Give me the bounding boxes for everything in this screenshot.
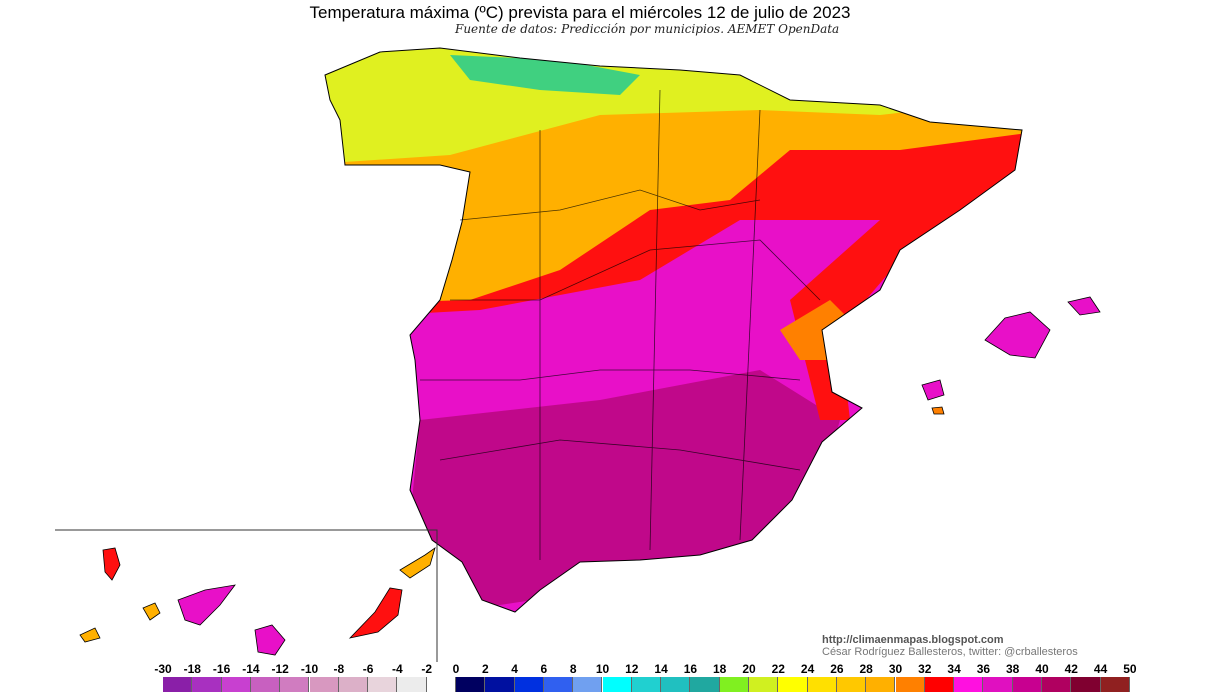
legend-swatch — [397, 677, 427, 692]
legend-label: 6 — [540, 662, 548, 676]
legend-swatch — [954, 677, 984, 692]
legend-label: 24 — [800, 662, 815, 676]
legend-label: 12 — [625, 662, 639, 676]
canary-inset-frame — [55, 529, 438, 662]
legend-swatch — [778, 677, 808, 692]
legend-swatch — [719, 677, 749, 692]
legend-swatch — [514, 677, 544, 692]
legend-label: -8 — [333, 662, 345, 676]
legend-swatch — [983, 677, 1013, 692]
legend-label: 44 — [1093, 662, 1108, 676]
legend-swatch — [749, 677, 779, 692]
legend-label: -12 — [271, 662, 289, 676]
map-subtitle: Fuente de datos: Predicción por municipi… — [455, 22, 840, 36]
legend-label: 2 — [481, 662, 489, 676]
legend-label: -14 — [242, 662, 260, 676]
credits: http://climaenmapas.blogspot.com César R… — [822, 634, 1078, 658]
legend-label: 0 — [452, 662, 460, 676]
author-credit: César Rodríguez Ballesteros, twitter: @c… — [822, 646, 1078, 658]
legend-swatch — [690, 677, 720, 692]
legend-label: 8 — [569, 662, 577, 676]
legend-swatch — [338, 677, 369, 692]
province-borders — [420, 89, 821, 560]
legend-label: 10 — [595, 662, 610, 676]
legend-label: -2 — [421, 662, 433, 676]
legend-swatch — [426, 677, 456, 692]
legend-label: 16 — [683, 662, 698, 676]
legend-swatch — [163, 677, 193, 692]
legend-label: 4 — [511, 662, 518, 676]
legend-swatch — [807, 677, 837, 692]
legend-label: 38 — [1006, 662, 1020, 676]
legend-label: -18 — [183, 662, 201, 676]
legend-swatch — [368, 677, 398, 692]
legend-label: 42 — [1064, 662, 1078, 676]
legend-swatch — [1100, 677, 1130, 692]
legend-label: 18 — [713, 662, 727, 676]
legend-label: 28 — [859, 662, 873, 676]
legend-label: 30 — [888, 662, 903, 676]
legend-swatch — [1042, 677, 1072, 692]
legend-label: -16 — [212, 662, 231, 676]
legend-label: 50 — [1123, 662, 1137, 676]
legend-swatch — [661, 677, 691, 692]
canary-islands — [79, 547, 436, 656]
legend-swatch — [192, 677, 222, 692]
map-title: Temperatura máxima (ºC) prevista para el… — [309, 3, 851, 22]
legend-swatch — [602, 677, 632, 692]
legend-swatch — [221, 677, 251, 692]
legend-swatch — [309, 677, 339, 692]
legend-label: 40 — [1035, 662, 1049, 676]
legend-label: -4 — [392, 662, 403, 676]
legend-label: 26 — [830, 662, 844, 676]
legend-label: 14 — [654, 662, 668, 676]
legend-swatch — [866, 677, 896, 692]
legend-swatch — [631, 677, 662, 692]
legend-swatch — [543, 677, 574, 692]
blog-url: http://climaenmapas.blogspot.com — [822, 634, 1004, 646]
legend-swatch — [485, 677, 515, 692]
legend-swatch — [1071, 677, 1101, 692]
legend-swatch — [573, 677, 603, 692]
legend-label: 36 — [976, 662, 991, 676]
legend-swatch — [1012, 677, 1042, 692]
legend-swatch — [836, 677, 867, 692]
legend-label: 22 — [771, 662, 785, 676]
legend-swatch — [895, 677, 925, 692]
legend-label: 34 — [947, 662, 961, 676]
peninsula-outline — [324, 47, 1023, 613]
legend-swatch — [250, 677, 281, 692]
legend-swatch — [280, 677, 310, 692]
legend-label: -10 — [300, 662, 319, 676]
legend-label: -30 — [154, 662, 172, 676]
legend-swatch — [456, 677, 486, 692]
legend-label: 20 — [742, 662, 756, 676]
color-legend: -30 -18 -16 -14 -12 -10 -8 -6 -4 -2 0 2 4 6 8 10 12 14 16 1… — [150, 662, 1150, 692]
legend-swatch — [924, 677, 955, 692]
legend-label: 32 — [918, 662, 932, 676]
peninsula — [325, 48, 1022, 612]
balearic-islands — [921, 296, 1101, 415]
legend-label: -6 — [362, 662, 374, 676]
